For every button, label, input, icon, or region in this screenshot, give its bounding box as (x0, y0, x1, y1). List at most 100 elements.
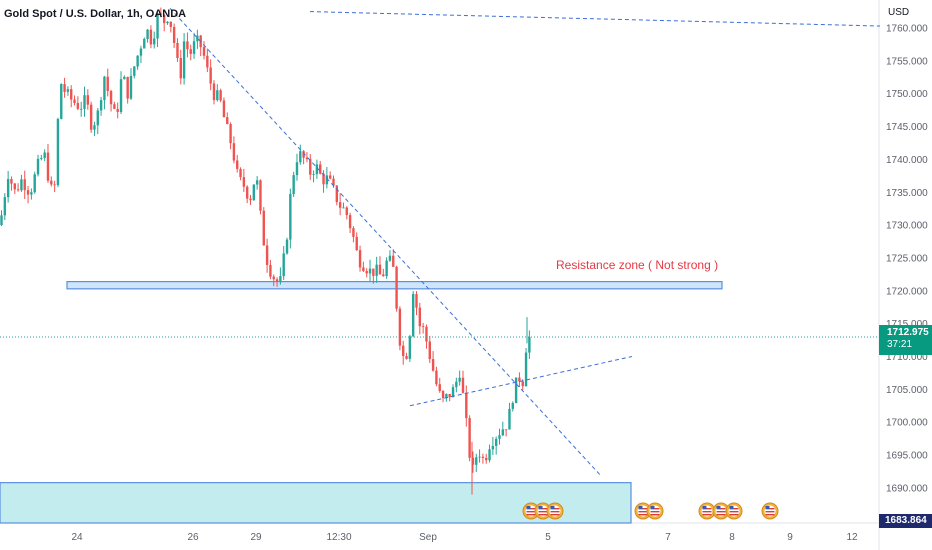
candle-body (109, 91, 113, 105)
candle-body (352, 228, 355, 237)
candle-body (43, 152, 46, 158)
candle-44 (146, 28, 149, 43)
candle-50 (166, 21, 169, 25)
candle-106 (352, 226, 355, 243)
candle-142 (471, 451, 475, 473)
candle-133 (441, 390, 445, 403)
candle-12 (40, 154, 43, 161)
candle-124 (411, 291, 415, 338)
candle-144 (478, 449, 481, 463)
candle-55 (182, 33, 186, 85)
candle-74 (245, 185, 249, 204)
candle-115 (382, 268, 385, 277)
candle-body (355, 236, 358, 251)
candle-body (385, 260, 388, 277)
candle-81 (269, 260, 272, 280)
candle-body (229, 124, 232, 144)
candle-body (305, 157, 309, 160)
current-price-badge: 1712.975 37:21 (879, 325, 932, 355)
event-flag-stripe (729, 514, 739, 516)
candle-body (56, 118, 60, 186)
candle-body (451, 387, 455, 398)
candle-body (415, 294, 418, 308)
candle-137 (455, 377, 458, 393)
candle-95 (315, 159, 319, 179)
candle-5 (16, 183, 20, 192)
candle-body (438, 384, 441, 392)
candle-body (103, 76, 106, 101)
candle-body (172, 26, 176, 43)
candle-1 (3, 193, 7, 221)
candle-body (239, 168, 242, 178)
event-flag-stripe (702, 511, 712, 513)
trendline-0 (169, 7, 601, 476)
candle-body (332, 178, 335, 186)
candle-body (176, 42, 179, 59)
candle-15 (50, 176, 53, 187)
candle-121 (402, 340, 405, 365)
candle-body (192, 41, 196, 54)
candle-body (471, 457, 475, 465)
y-tick-label: 1755.000 (886, 56, 928, 67)
candle-body (79, 108, 83, 110)
candle-127 (421, 322, 425, 334)
candle-108 (358, 245, 362, 272)
y-tick-label: 1745.000 (886, 122, 928, 133)
candle-7 (23, 170, 26, 200)
event-flag-stripe (716, 514, 726, 516)
candle-body (375, 264, 378, 276)
candle-body (133, 66, 136, 76)
x-tick-label: 29 (250, 532, 262, 543)
y-tick-label: 1750.000 (886, 89, 928, 100)
candle-body (498, 435, 501, 439)
candle-90 (299, 144, 302, 165)
candle-66 (219, 88, 222, 103)
candle-body (292, 175, 295, 195)
currency-label: USD (888, 7, 910, 18)
candle-72 (239, 167, 242, 181)
candle-body (93, 125, 96, 130)
candle-125 (415, 291, 418, 316)
candle-body (60, 84, 63, 119)
event-flag-stripe (765, 514, 775, 516)
candle-138 (458, 370, 461, 386)
candle-body (365, 271, 368, 274)
candle-62 (206, 48, 209, 73)
candle-152 (504, 429, 508, 437)
event-flag-stripe (702, 514, 712, 516)
candles (0, 7, 531, 473)
candle-body (0, 215, 3, 226)
candle-body (126, 76, 129, 99)
event-flag-canton (650, 506, 655, 509)
y-tick-label: 1760.000 (886, 24, 928, 35)
candle-body (501, 429, 505, 436)
candle-body (123, 76, 126, 80)
candle-13 (43, 149, 46, 162)
event-flag-stripe (638, 514, 648, 516)
candle-109 (362, 261, 365, 272)
candle-46 (153, 31, 156, 49)
event-flag-icon (698, 502, 716, 520)
candle-body (73, 99, 76, 104)
event-flag-stripe (638, 511, 648, 513)
candle-body (70, 89, 73, 100)
event-flag-stripe (650, 514, 660, 516)
candle-body (245, 186, 249, 199)
candle-83 (275, 277, 279, 287)
candle-19 (63, 77, 66, 98)
y-tick-label: 1705.000 (886, 385, 928, 396)
candle-body (289, 194, 292, 240)
candle-63 (209, 59, 212, 91)
candle-body (465, 392, 468, 419)
candle-body (162, 14, 166, 24)
candle-43 (143, 37, 146, 49)
candle-body (226, 117, 229, 125)
candle-body (478, 456, 481, 458)
candle-11 (36, 154, 40, 177)
candle-87 (289, 188, 292, 249)
candle-body (418, 307, 422, 327)
candle-71 (236, 155, 239, 173)
candle-body (388, 255, 392, 261)
